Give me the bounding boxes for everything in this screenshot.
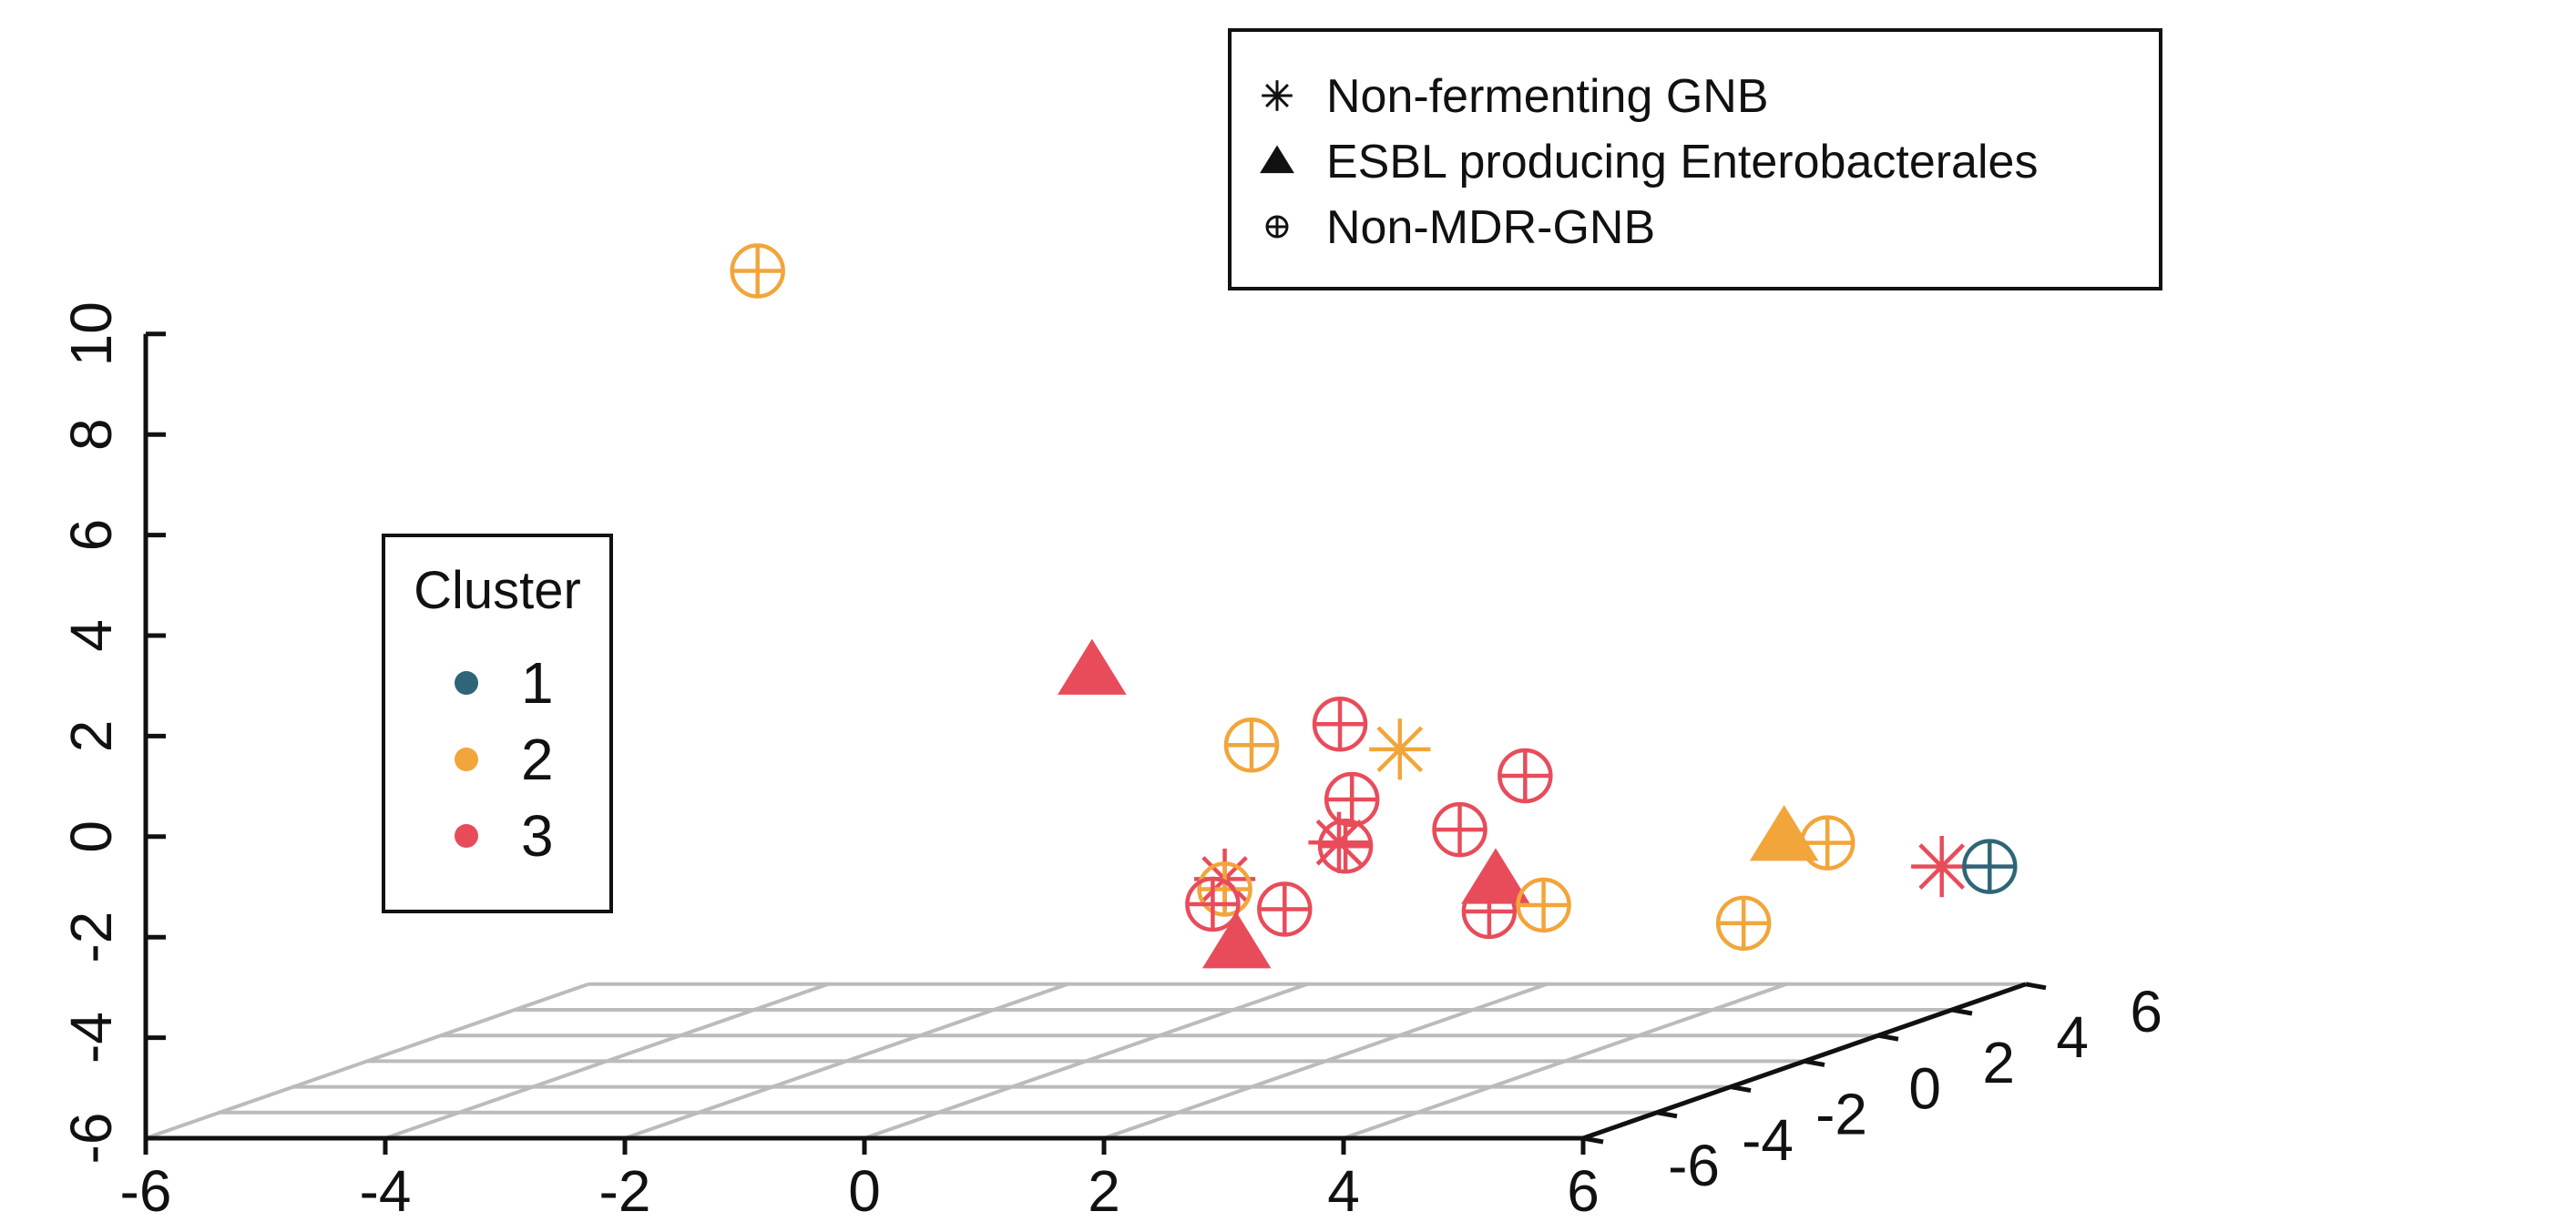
z-tick-label: 8	[58, 418, 124, 451]
cluster-legend-label: 3	[521, 803, 554, 869]
data-point-cluster-2-asterisk	[1369, 718, 1431, 780]
y-tick-label: -2	[1815, 1082, 1867, 1147]
floor-grid	[145, 982, 2027, 1140]
z-tick-label: -4	[58, 1012, 124, 1064]
floor-gridline-x	[1343, 982, 1787, 1140]
y-tick-label: 4	[2056, 1004, 2089, 1070]
x-tick-label: 4	[1327, 1158, 1360, 1224]
y-tick-label: 2	[1982, 1030, 2015, 1095]
x-tick-label: 2	[1088, 1158, 1120, 1224]
z-tick-label: 2	[58, 720, 124, 753]
x-tick-label: 0	[848, 1158, 881, 1224]
legend-shape-triangle-icon	[1260, 145, 1294, 174]
data-point-cluster-3-asterisk	[1308, 811, 1370, 873]
data-point-cluster-3-circle-plus	[1324, 771, 1380, 828]
data-point-cluster-3-circle-plus	[1185, 876, 1241, 932]
data-point-cluster-2-circle-plus	[730, 243, 785, 299]
data-point-cluster-3-circle-plus	[1257, 881, 1313, 937]
z-tick-label: 6	[58, 519, 124, 552]
data-point-cluster-3-triangle	[1201, 912, 1272, 969]
shape-legend-label: ESBL producing Enterobacterales	[1326, 136, 2038, 188]
data-point-cluster-1-circle-plus	[1962, 839, 2018, 894]
cluster-legend: Cluster 1 2 3	[382, 534, 613, 913]
data-point-cluster-3-circle-plus	[1432, 801, 1487, 858]
data-point-cluster-3-circle-plus	[1498, 748, 1553, 804]
y-tick-mark	[2025, 982, 2047, 991]
y-tick-mark	[1804, 1058, 1825, 1067]
cluster-legend-label: 1	[521, 650, 554, 716]
y-tick-mark	[1877, 1033, 1899, 1042]
data-point-cluster-2-circle-plus	[1715, 895, 1772, 952]
data-point-cluster-2-circle-plus	[1223, 717, 1280, 773]
cluster-legend-dot-icon	[455, 671, 478, 695]
y-tick-mark	[1951, 1007, 1973, 1016]
z-tick-label: 0	[58, 820, 124, 853]
z-tick-label: -2	[58, 911, 124, 963]
data-point-cluster-3-circle-plus	[1312, 696, 1368, 752]
data-point-cluster-2-circle-plus	[1197, 861, 1252, 917]
y-tick-mark	[1656, 1110, 1678, 1119]
data-point-cluster-3-circle-plus	[1461, 883, 1518, 940]
data-point-cluster-2-circle-plus	[1800, 815, 1855, 871]
shape-legend: Non-fermenting GNB ESBL producing Enterob…	[1228, 28, 2162, 290]
x-tick-label: -6	[120, 1158, 172, 1224]
legend-shape-circle-plus-icon	[1265, 215, 1289, 239]
z-tick-label: 10	[58, 301, 124, 366]
legend-shape-asterisk-icon	[1262, 80, 1293, 111]
axes	[143, 331, 2047, 1155]
z-tick-label: 4	[58, 619, 124, 652]
y-tick-mark	[1730, 1084, 1752, 1094]
floor-gridline-x	[384, 982, 829, 1140]
data-point-cluster-2-circle-plus	[1516, 877, 1571, 933]
data-points	[730, 243, 2018, 969]
cluster-legend-box	[382, 534, 613, 913]
z-tick-label: -6	[58, 1113, 124, 1165]
y-tick-label: -4	[1742, 1107, 1794, 1173]
x-tick-label: 6	[1567, 1158, 1600, 1224]
y-tick-mark	[1582, 1135, 1604, 1145]
cluster-legend-label: 2	[521, 727, 554, 792]
shape-legend-box	[1228, 28, 2162, 290]
floor-gridline-x	[624, 982, 1068, 1140]
shape-legend-label: Non-fermenting GNB	[1326, 70, 1769, 123]
cluster-legend-title: Cluster	[414, 561, 581, 620]
x-tick-label: -4	[360, 1158, 412, 1224]
data-point-cluster-3-triangle	[1058, 638, 1127, 695]
y-tick-label: 0	[1908, 1055, 1941, 1121]
floor-gridline-x	[864, 982, 1308, 1140]
floor-gridline-x	[145, 982, 589, 1140]
y-tick-label: -6	[1668, 1133, 1720, 1198]
cluster-legend-dot-icon	[455, 824, 478, 848]
shape-legend-label: Non-MDR-GNB	[1326, 201, 1655, 254]
y-tick-label: 6	[2130, 979, 2162, 1044]
floor-gridline-x	[1103, 982, 1548, 1140]
x-tick-label: -2	[599, 1158, 651, 1224]
cluster-legend-dot-icon	[455, 748, 478, 771]
data-point-cluster-3-circle-plus	[1317, 818, 1374, 874]
